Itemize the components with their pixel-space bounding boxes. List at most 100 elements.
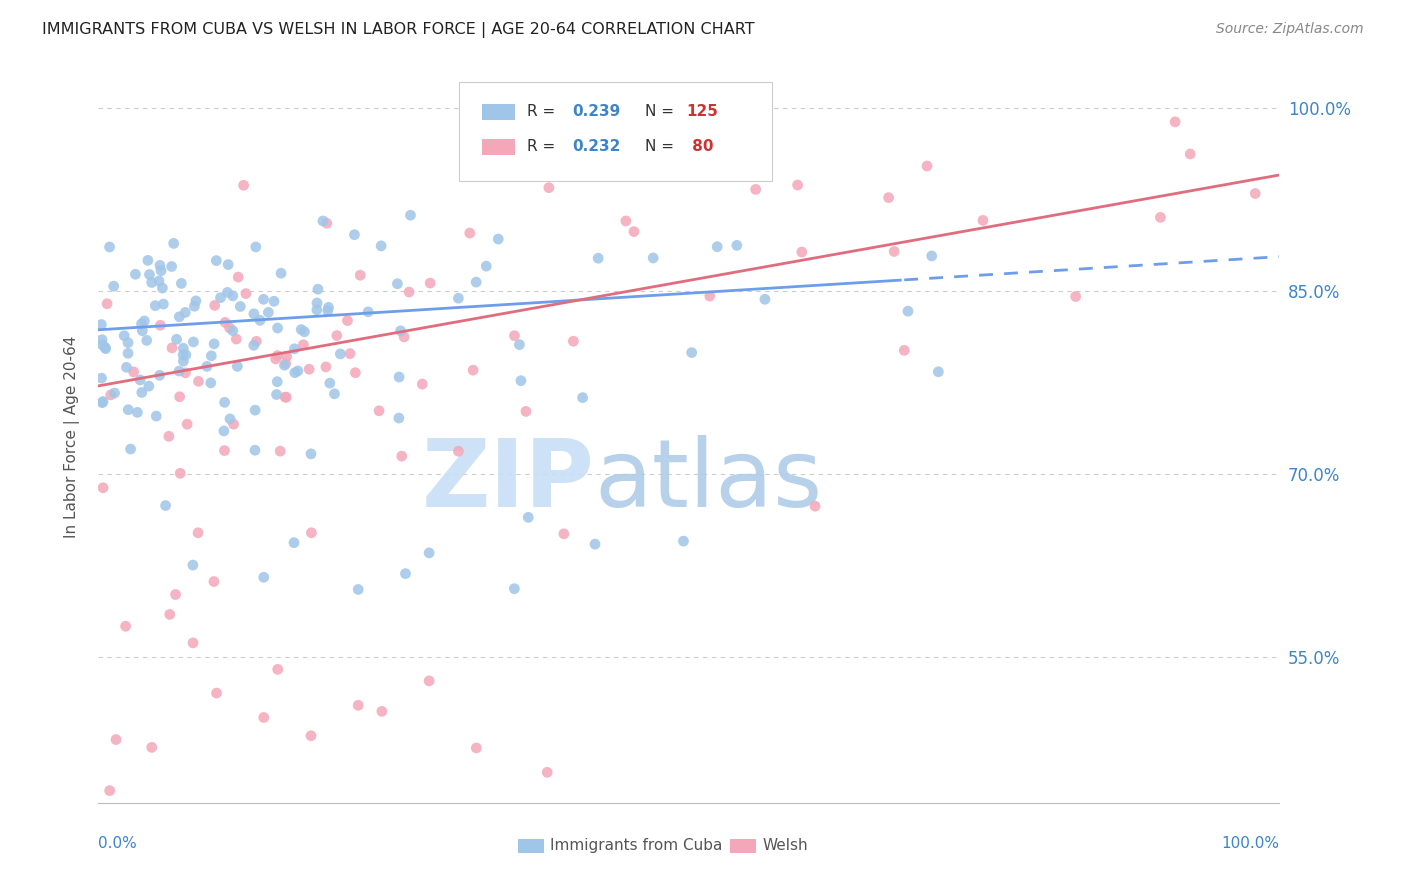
Point xyxy=(169,390,191,404)
Point xyxy=(90,318,112,332)
Point xyxy=(134,314,156,328)
Point xyxy=(294,325,316,339)
Point xyxy=(114,619,136,633)
Point xyxy=(312,214,335,228)
Point xyxy=(1064,289,1087,303)
Point xyxy=(174,305,197,319)
Point xyxy=(235,286,257,301)
Point xyxy=(222,324,245,338)
Point xyxy=(249,313,271,327)
Bar xyxy=(517,839,544,853)
Point xyxy=(214,443,236,458)
Point xyxy=(91,338,114,352)
Text: Welsh: Welsh xyxy=(762,838,808,854)
Point xyxy=(160,341,183,355)
Text: N =: N = xyxy=(645,139,679,154)
Point xyxy=(172,348,194,362)
Point xyxy=(419,276,441,290)
Point xyxy=(232,178,254,193)
Point xyxy=(117,346,139,360)
Point xyxy=(229,300,252,314)
Point xyxy=(503,582,526,596)
Point xyxy=(169,467,191,481)
Point xyxy=(205,686,228,700)
Point xyxy=(202,574,225,589)
Text: 125: 125 xyxy=(686,104,718,120)
Text: Source: ZipAtlas.com: Source: ZipAtlas.com xyxy=(1216,22,1364,37)
Point xyxy=(243,403,266,417)
Point xyxy=(586,251,609,265)
Point xyxy=(163,236,186,251)
Text: 100.0%: 100.0% xyxy=(1222,836,1279,851)
Point xyxy=(166,332,188,346)
Point xyxy=(316,303,339,318)
Point xyxy=(458,226,481,240)
Point xyxy=(447,291,470,305)
Point xyxy=(141,740,163,755)
Point xyxy=(266,375,288,389)
Point xyxy=(315,216,337,230)
Point xyxy=(614,214,637,228)
Point xyxy=(181,558,204,573)
Point xyxy=(131,385,153,400)
Point xyxy=(877,191,900,205)
Point xyxy=(217,258,239,272)
Point xyxy=(174,348,197,362)
Point xyxy=(157,429,180,443)
Point xyxy=(94,342,117,356)
Point xyxy=(287,364,309,378)
Point xyxy=(517,510,540,524)
FancyBboxPatch shape xyxy=(458,82,772,181)
Point xyxy=(318,301,340,315)
Point xyxy=(371,705,394,719)
Point xyxy=(136,253,159,268)
Text: Immigrants from Cuba: Immigrants from Cuba xyxy=(550,838,721,854)
Point xyxy=(270,266,292,280)
Point xyxy=(183,334,205,349)
Point xyxy=(411,377,433,392)
Point xyxy=(274,357,297,371)
Point xyxy=(418,546,440,560)
Point xyxy=(131,324,153,338)
Point xyxy=(266,349,288,363)
Point xyxy=(398,285,420,299)
Point xyxy=(276,390,298,404)
Point xyxy=(167,364,190,378)
Point xyxy=(200,349,222,363)
Text: 0.239: 0.239 xyxy=(572,104,620,120)
Point xyxy=(105,732,128,747)
Point xyxy=(475,259,498,273)
Point xyxy=(344,366,367,380)
Point xyxy=(1149,211,1171,225)
Point xyxy=(209,291,232,305)
Point xyxy=(486,232,509,246)
Point xyxy=(754,293,776,307)
Point xyxy=(159,607,181,622)
Text: N =: N = xyxy=(645,104,679,120)
Point xyxy=(187,525,209,540)
Point xyxy=(269,444,291,458)
Point xyxy=(222,289,245,303)
Point xyxy=(127,405,149,419)
Point xyxy=(200,376,222,390)
Point xyxy=(187,374,209,388)
Point xyxy=(623,225,645,239)
Point xyxy=(257,305,280,319)
Point xyxy=(583,537,606,551)
Point xyxy=(217,285,239,300)
Point xyxy=(181,636,204,650)
Point xyxy=(212,424,235,438)
Point xyxy=(252,293,274,307)
Point xyxy=(91,394,114,409)
Point xyxy=(1164,115,1187,129)
Point xyxy=(284,366,307,380)
Point xyxy=(112,328,135,343)
Text: atlas: atlas xyxy=(595,435,823,527)
Point xyxy=(326,328,349,343)
Point xyxy=(91,481,114,495)
Point xyxy=(418,673,440,688)
Text: R =: R = xyxy=(527,104,560,120)
Point xyxy=(225,332,247,346)
Point xyxy=(298,362,321,376)
Point xyxy=(927,365,949,379)
